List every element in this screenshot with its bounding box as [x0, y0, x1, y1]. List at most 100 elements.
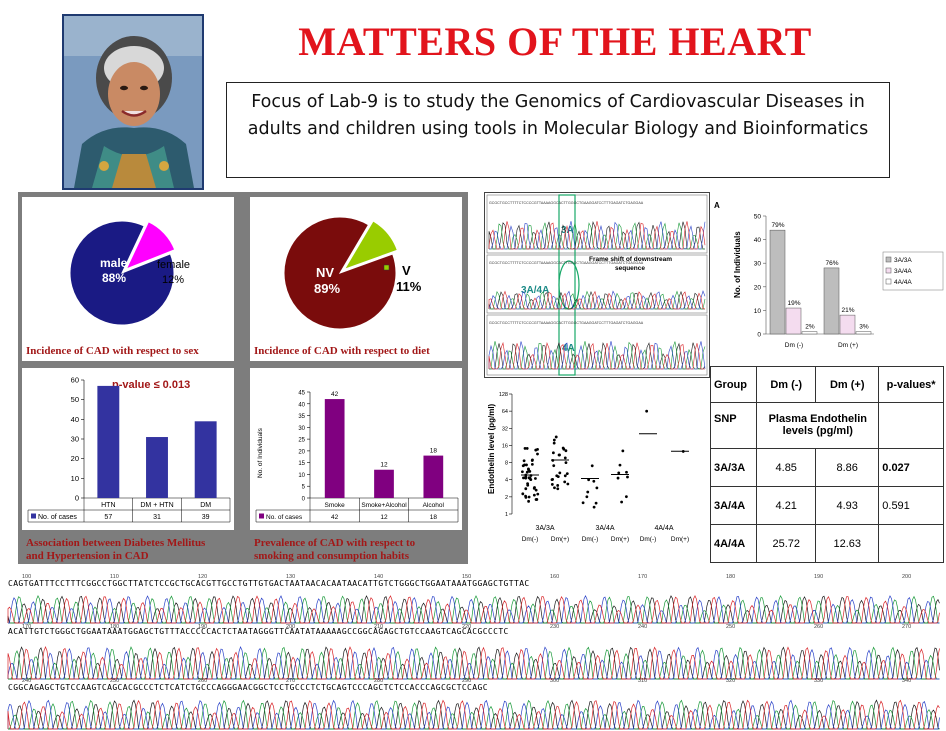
sequence-position-tick: 190 — [814, 574, 823, 580]
bar-data-label: 76% — [825, 260, 838, 267]
sequence-position-tick: 320 — [726, 678, 735, 684]
data-point — [528, 470, 532, 473]
plasma-label: Plasma Endothelin levels (pg/ml) — [756, 402, 880, 449]
sequence-position-tick: 210 — [374, 624, 383, 630]
focus-statement: Focus of Lab-9 is to study the Genomics … — [247, 92, 869, 139]
label-3a4a: 3A/4A — [521, 285, 549, 296]
row-dm-pos: 12.63 — [815, 524, 880, 563]
legend-marker-female — [149, 245, 153, 249]
smoking-ylabel: No. of Individuals — [257, 427, 264, 478]
sequence-position-tick: 170 — [22, 624, 31, 630]
data-point — [624, 495, 628, 499]
y-tick-label: 0 — [302, 497, 306, 503]
sequence-position-tick: 160 — [550, 574, 559, 580]
panel-letter-a: A — [714, 201, 720, 210]
portrait-photo — [62, 14, 204, 190]
group-genotype-label: 3A/4A — [595, 525, 614, 532]
bar-data-label: 79% — [771, 222, 784, 229]
data-point — [527, 467, 530, 471]
data-point — [592, 479, 596, 483]
sequence-trace — [7, 646, 940, 680]
data-point — [564, 449, 568, 453]
x-category-label: Alcohol — [423, 502, 445, 509]
data-point — [527, 495, 531, 499]
chromatogram-panel: 3A 3A/4A 4A Frame shift of downstream se… — [484, 192, 710, 378]
v-label: V — [402, 263, 411, 278]
label-3a: 3A — [561, 225, 574, 236]
smoking-caption-line1: Prevalence of CAD with respect to — [254, 537, 416, 549]
y-tick-label: 4 — [505, 478, 508, 484]
data-point — [558, 453, 561, 457]
header-dm-pos: Dm (+) — [815, 366, 880, 403]
sequence-position-tick: 250 — [726, 624, 735, 630]
legend-swatch — [885, 278, 892, 285]
y-tick-label: 35 — [298, 414, 305, 420]
data-point — [590, 464, 594, 468]
sex-pie-chart: male 88% female 12% — [69, 220, 190, 326]
data-point — [530, 463, 534, 466]
row-dm-pos: 8.86 — [815, 448, 880, 487]
x-category-label: Dm (+) — [838, 342, 858, 349]
header-pvalue: p-values* — [878, 366, 944, 403]
sequence-position-tick: 200 — [902, 574, 911, 580]
data-point — [536, 452, 539, 456]
data-point — [536, 492, 540, 496]
data-point — [524, 487, 528, 491]
y-tick-label: 20 — [298, 449, 305, 455]
diabetes-caption-line2: and Hypertension in CAD — [26, 550, 149, 562]
y-tick-label: 60 — [71, 376, 79, 385]
row-dm-pos: 4.93 — [815, 486, 880, 525]
data-point — [527, 499, 530, 503]
bar-3A/3A — [823, 267, 840, 335]
group-dm-label: Dm(+) — [611, 536, 629, 543]
bar-4A/4A — [855, 331, 872, 335]
y-tick-label: 15 — [298, 461, 305, 467]
sequence-position-tick: 120 — [198, 574, 207, 580]
bar-data-label: 18 — [430, 448, 438, 455]
data-point — [556, 484, 560, 487]
bar-data-label: 3% — [859, 324, 869, 331]
table-legend-label: No. of cases — [266, 514, 303, 521]
data-point — [550, 478, 554, 481]
data-point — [534, 488, 538, 492]
smoking-bar-panel: No. of Individuals 0 5 10 15 20 25 30 35 40 45 42 1… — [250, 368, 462, 530]
data-point — [554, 435, 558, 439]
row-group: 4A/4A — [709, 524, 758, 563]
x-category-label: Smoke+Alcohol — [361, 502, 407, 509]
y-tick-label: 30 — [71, 435, 79, 444]
data-point — [586, 490, 590, 494]
data-point — [551, 451, 555, 455]
y-tick-label: 50 — [754, 214, 762, 221]
cad-statistics-panel: male 88% female 12% Incidence of CAD wit… — [18, 192, 468, 564]
x-category-label: DM — [200, 502, 211, 509]
sequence-position-tick: 220 — [462, 624, 471, 630]
y-tick-label: 20 — [754, 284, 762, 291]
chromatogram-bases: GCGCTGCCTTTTCTCCCCGTTAAAAGGCACTTGGGCTGAA… — [489, 201, 644, 205]
table-row-snp: SNP Plasma Endothelin levels (pg/ml) — [709, 402, 944, 449]
sequence-position-tick: 280 — [374, 678, 383, 684]
data-point — [552, 464, 556, 468]
row-dm-neg: 25.72 — [756, 524, 817, 563]
dna-sequence-chromatogram: 100 110 120 130 140 150 160 170 180 190 200 170 180 1… — [0, 573, 946, 731]
legend-swatch — [885, 256, 892, 263]
bar-data-label: 42 — [331, 391, 339, 398]
nv-label: NV — [316, 265, 334, 280]
chromatogram-bases: GCGCTGCCTTTTCTCCCCGTTAAAAGGCACTTGGGCTGAA… — [489, 261, 644, 265]
table-row: 3A/4A 4.21 4.93 0.591 — [709, 486, 944, 525]
sequence-position-tick: 260 — [814, 624, 823, 630]
smoking-bar-chart: No. of Individuals 0 5 10 15 20 25 30 35 40 45 42 1… — [255, 391, 459, 523]
diet-pie-chart: NV 89% V 11% — [283, 216, 422, 330]
group-dm-label: Dm(-) — [640, 536, 657, 543]
diet-pie-slices — [283, 216, 398, 330]
chromatogram-trace — [489, 221, 706, 250]
male-percent: 88% — [102, 271, 126, 285]
bar-3A/4A — [839, 314, 856, 335]
y-tick-label: 10 — [754, 308, 762, 315]
y-tick-label: 50 — [71, 395, 79, 404]
portrait-illustration — [64, 16, 202, 188]
bar-4A/4A — [801, 331, 818, 335]
bar-0 — [324, 399, 345, 498]
data-point — [535, 498, 539, 501]
table-value: 42 — [331, 514, 339, 521]
nv-percent: 89% — [314, 281, 340, 296]
